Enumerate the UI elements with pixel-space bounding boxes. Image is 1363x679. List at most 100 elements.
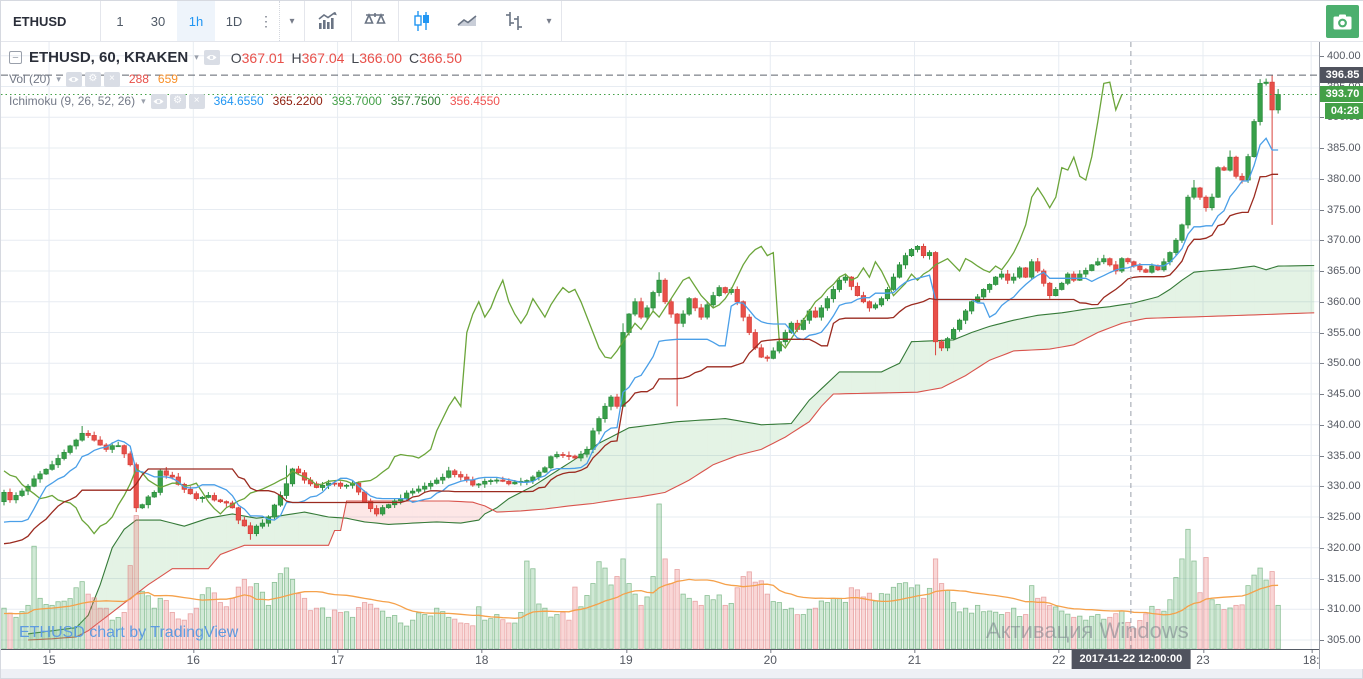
tradingview-attribution-link[interactable]: ETHUSD chart by TradingView <box>19 624 239 641</box>
price-tick-label: 370.00 <box>1320 233 1363 247</box>
time-tick-label: 20 <box>763 650 777 667</box>
interval-button-1D[interactable]: 1D <box>215 1 253 41</box>
time-tick-label: 18 <box>475 650 489 667</box>
separator <box>279 1 280 41</box>
toolbar: ETHUSD 1 30 1h 1D ⋮ ▾ <box>1 1 1363 42</box>
bar-countdown-badge: 04:28 <box>1325 103 1363 120</box>
price-tick-label: 355.00 <box>1320 326 1363 340</box>
ohlc-letter: L <box>351 49 360 66</box>
price-tick-label: 305.00 <box>1320 633 1363 647</box>
ohlc-values: O367.01 H367.04 L366.00 C366.50 <box>231 50 469 66</box>
price-tick-label: 310.00 <box>1320 602 1363 616</box>
ohlc-value: 367.01 <box>241 49 285 66</box>
legend-main-row: − ETHUSD, 60, KRAKEN ▾ O367.01 H367.04 L36… <box>9 49 509 66</box>
price-axis[interactable]: 305.00 310.00 315.00 320.00 325.00 330.00 335.… <box>1319 42 1363 669</box>
time-tick-label: 22 <box>1052 650 1066 667</box>
camera-icon[interactable] <box>1326 5 1359 38</box>
indicator-value: 357.7500 <box>390 94 441 108</box>
time-tick-label: 19 <box>619 650 633 667</box>
indicator-value: 659 <box>157 72 178 86</box>
ichimoku-lines-layer <box>3 81 1279 545</box>
interval-button-1[interactable]: 1 <box>101 1 139 41</box>
ohlc-value: 366.00 <box>359 49 403 66</box>
price-tick-label: 315.00 <box>1320 572 1363 586</box>
time-tick-label: 16 <box>186 650 200 667</box>
close-icon[interactable]: × <box>188 93 205 109</box>
price-tick-label: 335.00 <box>1320 449 1363 463</box>
price-tick-label: 360.00 <box>1320 295 1363 309</box>
time-tick-label: 15 <box>42 650 56 667</box>
crosshair-price-badge: 396.85 <box>1320 67 1363 84</box>
symbol-title[interactable]: ETHUSD, 60, KRAKEN <box>29 49 189 66</box>
legend-volume-row: Vol (20) ▾ ⚙ × 288 659 <box>9 70 509 88</box>
time-tick-label: 23 <box>1196 650 1210 667</box>
candlestick-style-icon[interactable] <box>399 1 445 41</box>
separator <box>561 1 562 41</box>
chevron-down-icon[interactable]: ▾ <box>56 73 61 84</box>
price-chart[interactable]: Активация Windows Чтобы активировать Win… <box>1 42 1319 649</box>
time-axis[interactable]: 15 16 17 18 19 20 21 22 23 18: 2017-11-22 12:00:00 <box>1 649 1319 669</box>
collapse-icon[interactable]: − <box>9 51 22 64</box>
compare-scales-icon[interactable] <box>352 1 398 41</box>
price-tick-label: 330.00 <box>1320 479 1363 493</box>
indicator-value: 393.7000 <box>331 94 382 108</box>
price-tick-label: 365.00 <box>1320 264 1363 278</box>
ohlc-value: 367.04 <box>301 49 345 66</box>
price-tick-label: 345.00 <box>1320 387 1363 401</box>
bars-style-icon[interactable] <box>491 1 537 41</box>
separator <box>351 1 352 41</box>
gear-icon[interactable]: ⚙ <box>84 71 101 87</box>
time-tick-label: 21 <box>907 650 922 667</box>
ichimoku-cloud-layer <box>28 265 1315 640</box>
volume-ma-line <box>4 578 1279 619</box>
time-tick-label: 17 <box>330 650 345 667</box>
eye-icon[interactable] <box>150 93 167 109</box>
separator <box>304 1 305 41</box>
grid-layer <box>1 42 1319 649</box>
price-tick-label: 400.00 <box>1320 49 1363 63</box>
price-tick-label: 380.00 <box>1320 172 1363 186</box>
interval-button-1h[interactable]: 1h <box>177 1 215 41</box>
more-intervals-button[interactable]: ⋮ <box>253 1 279 41</box>
area-style-icon[interactable] <box>445 1 491 41</box>
interval-button-30[interactable]: 30 <box>139 1 177 41</box>
crosshair-layer <box>1 42 1319 649</box>
chevron-down-icon[interactable]: ▾ <box>141 95 146 106</box>
ohlc-letter: H <box>291 49 302 66</box>
separator <box>398 1 399 41</box>
ohlc-letter: C <box>409 49 420 66</box>
last-price-badge: 393.70 <box>1320 86 1363 103</box>
indicators-icon[interactable] <box>305 1 351 41</box>
ohlc-letter: O <box>230 49 242 66</box>
indicator-value: 356.4550 <box>449 94 500 108</box>
price-tick-label: 350.00 <box>1320 356 1363 370</box>
symbol-input[interactable]: ETHUSD <box>1 1 101 41</box>
crosshair-time-badge: 2017-11-22 12:00:00 <box>1071 650 1191 669</box>
time-tick-label: 18: <box>1302 650 1319 667</box>
price-tick-label: 325.00 <box>1320 510 1363 524</box>
chart-style-dropdown-caret[interactable]: ▾ <box>537 1 561 41</box>
eye-icon[interactable] <box>65 71 82 87</box>
price-tick-label: 385.00 <box>1320 141 1363 155</box>
interval-button-group: 1 30 1h 1D <box>101 1 253 41</box>
price-tick-label: 340.00 <box>1320 418 1363 432</box>
price-tick-label: 320.00 <box>1320 541 1363 555</box>
volume-values: 288 659 <box>129 70 187 88</box>
intervals-dropdown-caret[interactable]: ▾ <box>280 1 304 41</box>
indicator-value: 364.6550 <box>213 94 264 108</box>
volume-indicator-label: Vol (20) <box>9 72 51 86</box>
chevron-down-icon[interactable]: ▾ <box>194 52 199 62</box>
ichimoku-indicator-label: Ichimoku (9, 26, 52, 26) <box>9 94 136 108</box>
eye-icon[interactable] <box>203 50 220 65</box>
ohlc-value: 366.50 <box>419 49 462 66</box>
price-tick-label: 375.00 <box>1320 203 1363 217</box>
senkou-lines-layer <box>27 264 1315 641</box>
ichimoku-values: 364.6550 365.2200 393.7000 357.7500 356.4550 <box>214 92 509 110</box>
legend: − ETHUSD, 60, KRAKEN ▾ O367.01 H367.04 L36… <box>9 49 509 114</box>
close-icon[interactable]: × <box>103 71 120 87</box>
gear-icon[interactable]: ⚙ <box>169 93 186 109</box>
legend-ichimoku-row: Ichimoku (9, 26, 52, 26) ▾ ⚙ × 364.6550 3… <box>9 92 509 110</box>
indicator-value: 365.2200 <box>272 94 323 108</box>
indicator-value: 288 <box>128 72 149 86</box>
